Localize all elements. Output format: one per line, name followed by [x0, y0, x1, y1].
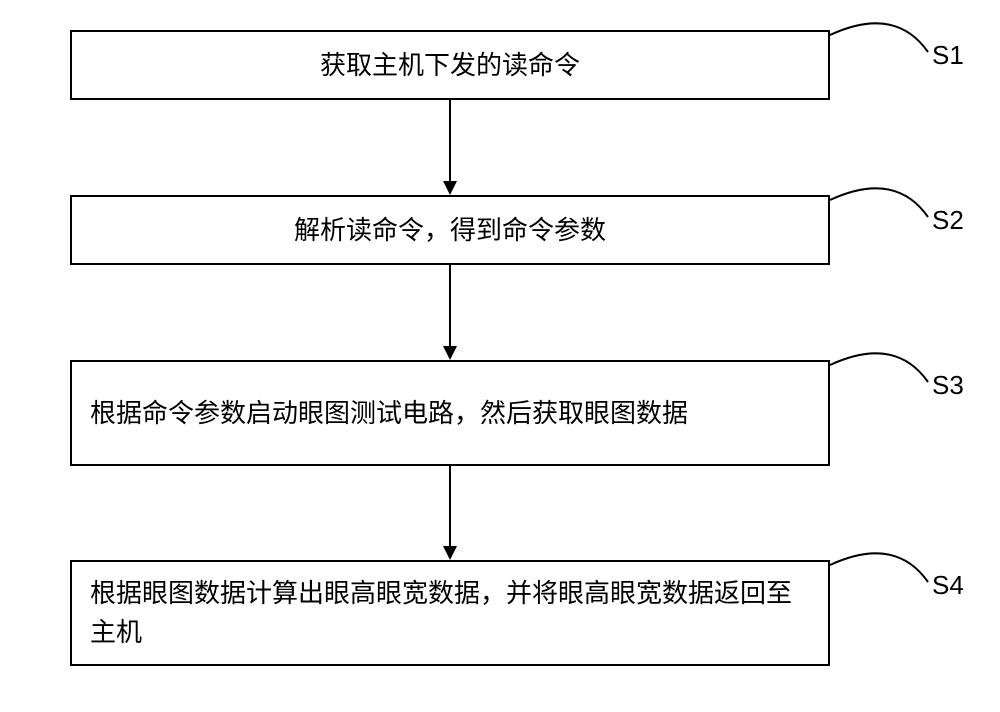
- step-label-s3: S3: [932, 370, 964, 401]
- step-label-s1: S1: [932, 40, 964, 71]
- step-label-s4: S4: [932, 570, 964, 601]
- leader-line: [0, 0, 1000, 712]
- flowchart-canvas: 获取主机下发的读命令 解析读命令，得到命令参数 根据命令参数启动眼图测试电路，然…: [0, 0, 1000, 712]
- step-label-s2: S2: [932, 205, 964, 236]
